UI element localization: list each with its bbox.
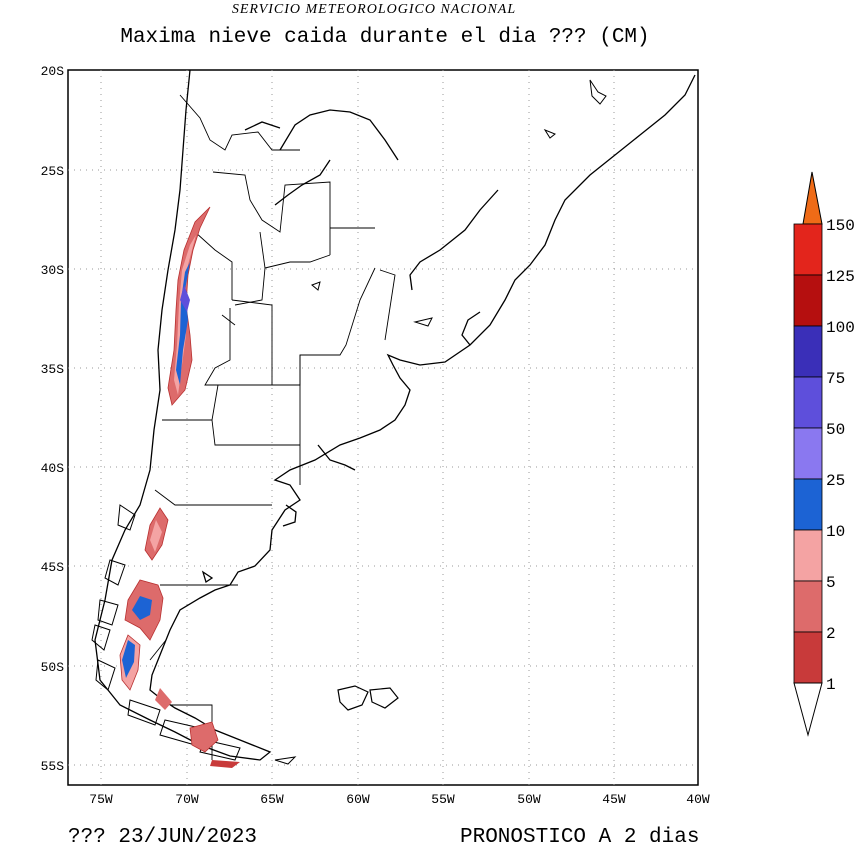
legend-swatch bbox=[793, 580, 823, 633]
snow-patch-magallanes bbox=[155, 688, 172, 710]
legend-swatch bbox=[793, 325, 823, 378]
lat-label: 45S bbox=[41, 560, 65, 575]
snow-band-north-patagonia-light bbox=[150, 520, 162, 552]
legend-arrow-bottom bbox=[793, 682, 823, 737]
legend-swatch bbox=[793, 529, 823, 582]
lat-label: 25S bbox=[41, 164, 65, 179]
legend-swatch bbox=[793, 376, 823, 429]
lon-label: 60W bbox=[346, 792, 370, 807]
legend-label: 2 bbox=[826, 625, 836, 643]
snow-core-southern-ice bbox=[122, 640, 135, 678]
forecast-date: ??? 23/JUN/2023 bbox=[68, 826, 258, 849]
forecast-lead-time: PRONOSTICO A 2 dias bbox=[460, 826, 700, 849]
lat-label: 50S bbox=[41, 660, 65, 675]
lon-label: 70W bbox=[175, 792, 199, 807]
legend-swatch bbox=[793, 631, 823, 684]
legend-label: 10 bbox=[826, 523, 845, 541]
legend-label: 75 bbox=[826, 370, 845, 388]
legend-label: 50 bbox=[826, 421, 845, 439]
lat-label: 30S bbox=[41, 263, 65, 278]
map-title: Maxima nieve caida durante el dia ??? (C… bbox=[120, 26, 650, 49]
inland-water bbox=[311, 79, 607, 327]
snow-peak-central bbox=[180, 285, 190, 312]
lon-label: 55W bbox=[431, 792, 455, 807]
lon-label: 50W bbox=[517, 792, 541, 807]
color-legend: 150 125 100 75 50 25 10 5 2 1 bbox=[793, 171, 855, 737]
lat-label: 40S bbox=[41, 461, 65, 476]
legend-label: 100 bbox=[826, 319, 855, 337]
legend-swatch bbox=[793, 274, 823, 327]
legend-swatch bbox=[793, 478, 823, 531]
snow-patch-tierra-del-fuego bbox=[189, 721, 219, 753]
legend-label: 125 bbox=[826, 268, 855, 286]
lat-label: 55S bbox=[41, 759, 65, 774]
snow-core-south-patagonia bbox=[132, 596, 152, 620]
longitude-labels: 75W 70W 65W 60W 55W 50W 45W 40W bbox=[89, 792, 710, 807]
legend-label: 5 bbox=[826, 574, 836, 592]
snowfall-contours bbox=[119, 206, 240, 768]
lon-label: 45W bbox=[602, 792, 626, 807]
malvinas-islands bbox=[337, 685, 399, 711]
legend-label: 150 bbox=[826, 217, 855, 235]
legend-labels: 150 125 100 75 50 25 10 5 2 1 bbox=[826, 217, 855, 694]
legend-swatch bbox=[793, 223, 823, 276]
lon-label: 40W bbox=[686, 792, 710, 807]
legend-swatch bbox=[793, 427, 823, 480]
legend-label: 1 bbox=[826, 676, 836, 694]
legend-label: 25 bbox=[826, 472, 845, 490]
snow-core-central bbox=[176, 262, 190, 385]
lon-label: 65W bbox=[260, 792, 284, 807]
lat-label: 20S bbox=[41, 64, 65, 79]
snow-patch-beagle bbox=[210, 760, 240, 768]
legend-arrow-top bbox=[802, 171, 823, 225]
lat-label: 35S bbox=[41, 362, 65, 377]
lon-label: 75W bbox=[89, 792, 113, 807]
latitude-labels: 20S 25S 30S 35S 40S 45S 50S 55S bbox=[41, 64, 65, 774]
organization-name: SERVICIO METEOROLOGICO NACIONAL bbox=[231, 2, 517, 17]
